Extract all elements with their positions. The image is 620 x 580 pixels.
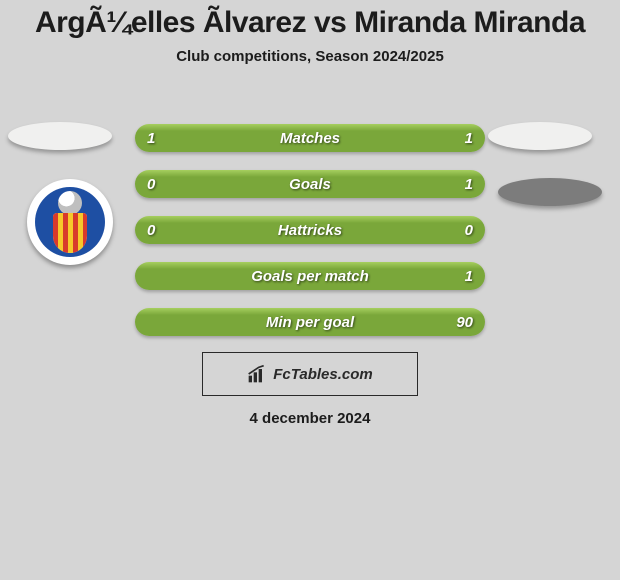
crest-stripes xyxy=(53,213,87,253)
watermark-text: FcTables.com xyxy=(273,366,372,383)
stat-row: 0Hattricks0 xyxy=(135,216,485,244)
stat-value-right: 1 xyxy=(465,268,473,285)
stat-row: 1Matches1 xyxy=(135,124,485,152)
crest-ball-icon xyxy=(58,191,82,215)
comparison-card: ArgÃ¼elles Ãlvarez vs Miranda Miranda Cl… xyxy=(0,0,620,580)
crest-shield-icon xyxy=(53,213,87,253)
stat-value-left: 1 xyxy=(147,130,155,147)
watermark: FcTables.com xyxy=(202,352,418,396)
stat-value-left: 0 xyxy=(147,222,155,239)
player-badge-left-1 xyxy=(8,122,112,150)
stats-table: 1Matches10Goals10Hattricks0Goals per mat… xyxy=(135,124,485,354)
stat-row: Goals per match1 xyxy=(135,262,485,290)
date-label: 4 december 2024 xyxy=(0,410,620,427)
subtitle: Club competitions, Season 2024/2025 xyxy=(0,48,620,65)
page-title: ArgÃ¼elles Ãlvarez vs Miranda Miranda xyxy=(0,0,620,40)
stat-label: Min per goal xyxy=(135,314,485,331)
player-badge-right-1 xyxy=(488,122,592,150)
stat-label: Goals per match xyxy=(135,268,485,285)
stat-value-left: 0 xyxy=(147,176,155,193)
stat-row: 0Goals1 xyxy=(135,170,485,198)
stat-value-right: 0 xyxy=(465,222,473,239)
stat-value-right: 1 xyxy=(465,130,473,147)
bars-icon xyxy=(247,364,267,384)
player-badge-right-2 xyxy=(498,178,602,206)
stat-row: Min per goal90 xyxy=(135,308,485,336)
crest-inner xyxy=(35,187,105,257)
club-crest-getafe xyxy=(27,179,113,265)
stat-value-right: 90 xyxy=(456,314,473,331)
crest-ring xyxy=(27,179,113,265)
stat-value-right: 1 xyxy=(465,176,473,193)
stat-label: Hattricks xyxy=(135,222,485,239)
stat-label: Goals xyxy=(135,176,485,193)
stat-label: Matches xyxy=(135,130,485,147)
